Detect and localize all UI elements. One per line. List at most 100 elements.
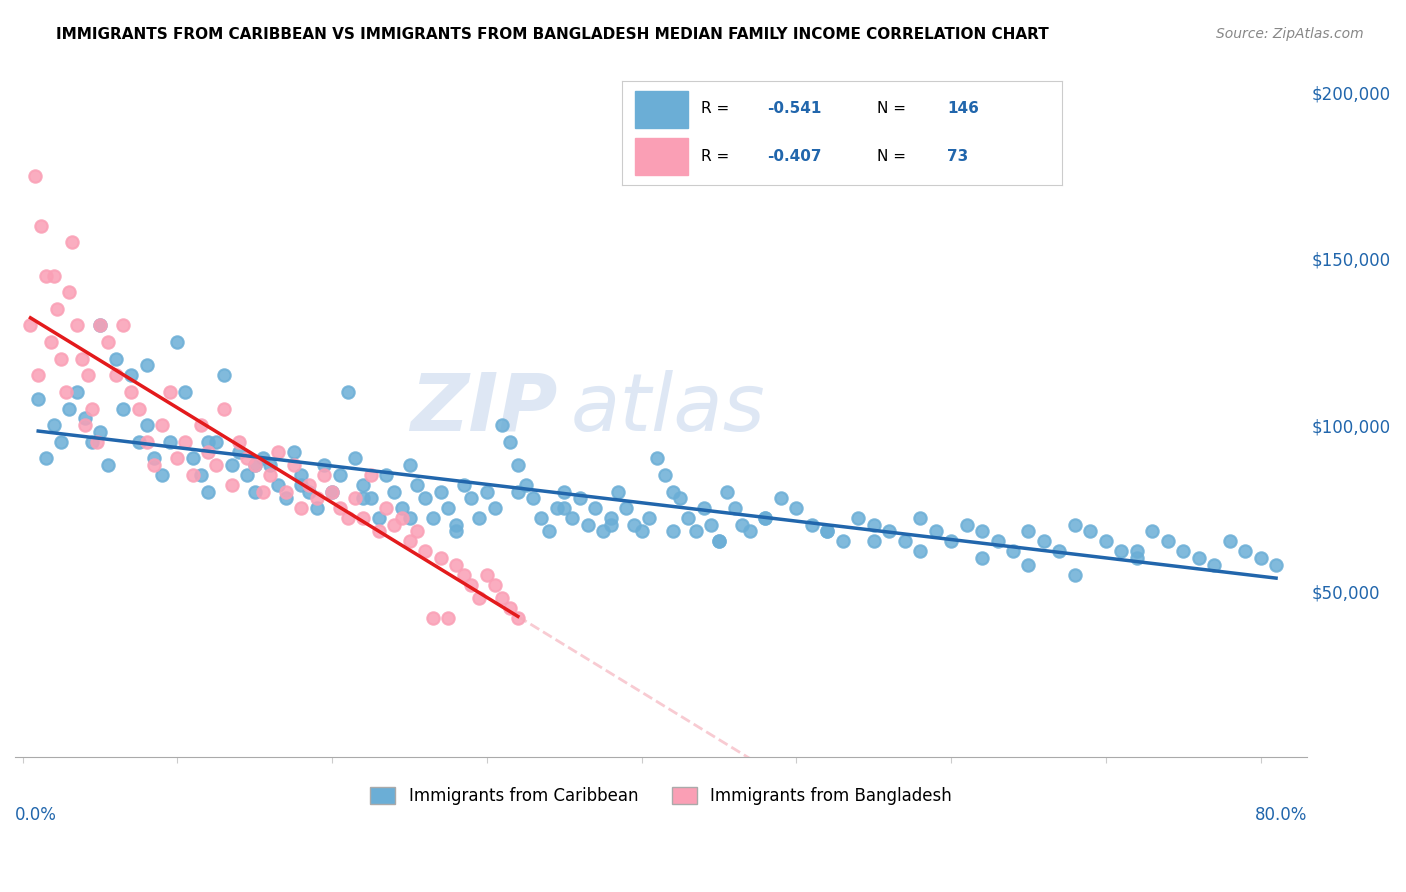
Point <box>89 318 111 333</box>
Point <box>112 401 135 416</box>
Point <box>73 411 96 425</box>
Point <box>607 484 630 499</box>
Point <box>413 491 436 506</box>
Point <box>1111 544 1133 558</box>
Point <box>700 517 723 532</box>
Point <box>375 501 398 516</box>
Point <box>592 524 614 539</box>
Point <box>1064 517 1087 532</box>
Point <box>1033 534 1056 549</box>
Point <box>221 478 243 492</box>
Point <box>1126 544 1149 558</box>
Point <box>55 384 77 399</box>
Point <box>367 524 389 539</box>
Point <box>128 401 150 416</box>
Point <box>413 544 436 558</box>
Point <box>716 484 738 499</box>
Point <box>274 491 297 506</box>
Point <box>614 501 637 516</box>
Point <box>468 511 491 525</box>
Point <box>24 169 46 183</box>
Point <box>205 458 228 472</box>
Point <box>314 467 336 482</box>
Point <box>553 501 575 516</box>
Point <box>236 451 259 466</box>
Point <box>460 577 482 591</box>
Point <box>42 268 65 283</box>
Point <box>599 511 621 525</box>
Point <box>1234 544 1257 558</box>
Point <box>321 484 343 499</box>
Point <box>685 524 707 539</box>
Point <box>73 418 96 433</box>
Point <box>259 467 281 482</box>
Point <box>82 401 104 416</box>
Point <box>190 467 212 482</box>
Point <box>82 434 104 449</box>
Point <box>45 301 67 316</box>
Point <box>150 418 173 433</box>
Point <box>159 434 181 449</box>
Point <box>143 451 166 466</box>
Point <box>537 524 560 539</box>
Point <box>484 577 506 591</box>
Point <box>506 611 529 625</box>
Point <box>785 501 807 516</box>
Text: Source: ZipAtlas.com: Source: ZipAtlas.com <box>1216 27 1364 41</box>
Point <box>630 524 652 539</box>
Point <box>212 368 235 383</box>
Point <box>228 444 250 458</box>
Point <box>27 368 49 383</box>
Point <box>66 318 89 333</box>
Point <box>970 551 993 566</box>
Point <box>468 591 491 605</box>
Point <box>298 484 321 499</box>
Point <box>39 334 62 349</box>
Point <box>290 501 312 516</box>
Point <box>35 268 58 283</box>
Point <box>515 478 537 492</box>
Point <box>939 534 962 549</box>
Point <box>166 451 188 466</box>
Point <box>831 534 853 549</box>
Point <box>120 368 142 383</box>
Point <box>197 444 219 458</box>
Point <box>429 484 451 499</box>
Point <box>60 235 83 250</box>
Point <box>530 511 553 525</box>
Point <box>305 491 328 506</box>
Point <box>135 434 157 449</box>
Point <box>314 458 336 472</box>
Point <box>437 501 460 516</box>
Point <box>491 418 513 433</box>
Point <box>190 418 212 433</box>
Point <box>754 511 776 525</box>
Point <box>623 517 645 532</box>
Point <box>267 478 290 492</box>
Point <box>908 544 931 558</box>
Point <box>243 458 266 472</box>
Point <box>181 467 204 482</box>
Point <box>352 511 374 525</box>
Point <box>707 534 730 549</box>
Point <box>522 491 544 506</box>
Point <box>352 478 374 492</box>
Point <box>290 467 312 482</box>
Point <box>846 511 869 525</box>
Point <box>453 567 475 582</box>
Point <box>986 534 1008 549</box>
Point <box>243 458 266 472</box>
Point <box>1173 544 1195 558</box>
Point <box>159 384 181 399</box>
Point <box>599 517 621 532</box>
Point <box>738 524 761 539</box>
Point <box>135 359 157 373</box>
Point <box>329 467 352 482</box>
Point <box>460 491 482 506</box>
Point <box>444 558 467 572</box>
Point <box>1095 534 1118 549</box>
Point <box>970 524 993 539</box>
Point <box>236 467 259 482</box>
Point <box>1142 524 1164 539</box>
Point <box>321 484 343 499</box>
